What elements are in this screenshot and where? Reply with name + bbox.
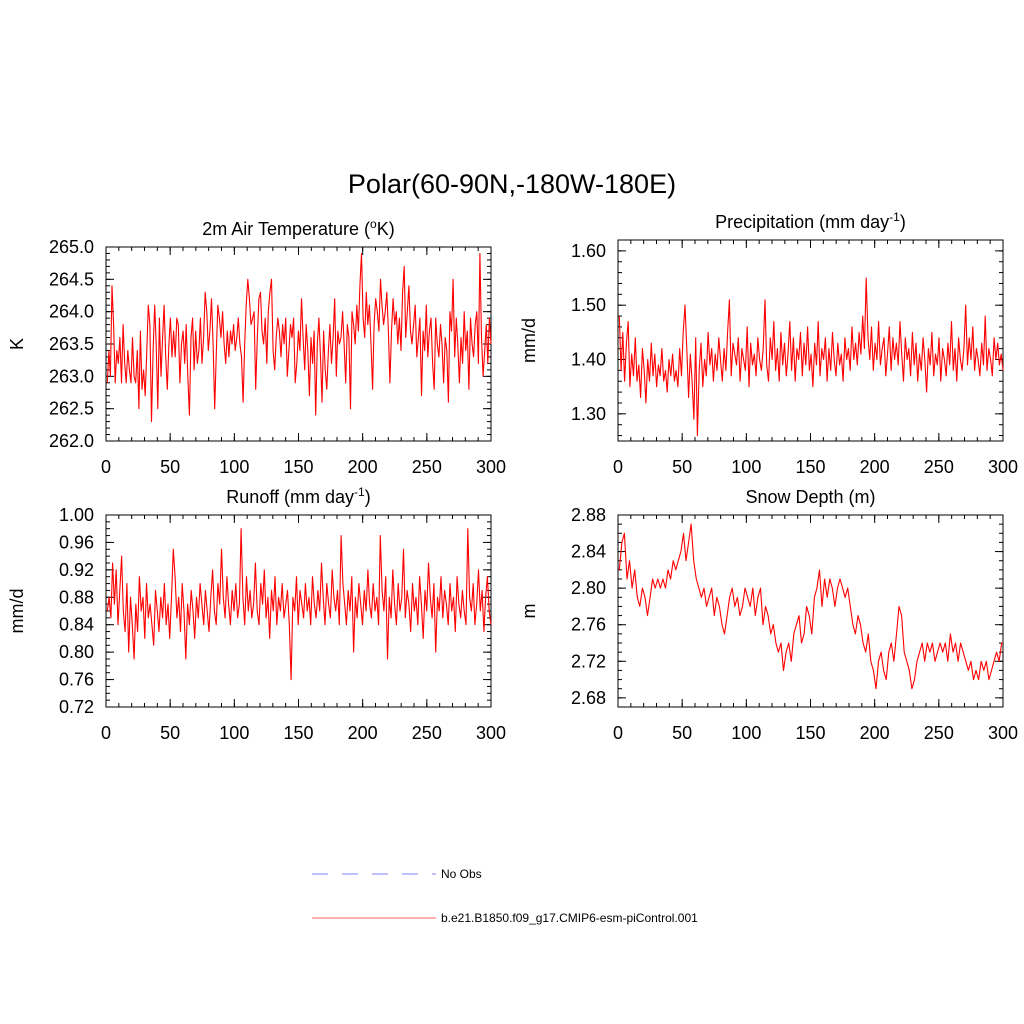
- panel-snow-depth: 2.68 2.72 2.76 2.80 2.84 2.88 0 50 100 150 200 250 3…: [519, 487, 1018, 743]
- x-tick-label: 250: [412, 457, 442, 477]
- y-axis-label-precipitation: mm/d: [519, 318, 539, 363]
- figure-title: Polar(60-90N,-180W-180E): [348, 169, 676, 199]
- x-tick-label: 300: [988, 457, 1018, 477]
- y-tick-label: 1.50: [571, 295, 606, 315]
- y-tick-label: 1.40: [571, 350, 606, 370]
- y-tick-label: 0.96: [59, 532, 94, 552]
- y-tick-label: 0.72: [59, 697, 94, 717]
- x-tick-label: 0: [613, 723, 623, 743]
- x-tick-label: 50: [672, 723, 692, 743]
- x-tick-label: 100: [219, 457, 249, 477]
- x-tick-label: 100: [731, 723, 761, 743]
- series-line-air-temperature: [106, 252, 492, 423]
- panel-title-runoff: Runoff (mm day-1): [226, 485, 370, 507]
- plot-frame-precipitation: [617, 239, 1004, 442]
- y-tick-label: 264.0: [49, 302, 94, 322]
- x-tick-label: 50: [672, 457, 692, 477]
- x-tick-label: 100: [219, 723, 249, 743]
- series-line-snow-depth: [618, 523, 1003, 690]
- series-line-runoff: [106, 528, 492, 681]
- x-tick-label: 0: [613, 457, 623, 477]
- x-tick-label: 250: [924, 457, 954, 477]
- y-tick-label: 1.00: [59, 505, 94, 525]
- legend-label-no-obs: No Obs: [441, 867, 482, 881]
- plot-frame-air-temperature: [105, 246, 492, 442]
- x-tick-label: 300: [988, 723, 1018, 743]
- x-tick-label: 150: [283, 723, 313, 743]
- x-tick-label: 0: [101, 457, 111, 477]
- y-tick-label: 2.84: [571, 542, 606, 562]
- series-line-precipitation: [618, 277, 1004, 437]
- y-tick-label: 263.0: [49, 366, 94, 386]
- x-tick-label: 150: [795, 723, 825, 743]
- y-tick-label: 264.5: [49, 269, 94, 289]
- y-tick-label: 262.0: [49, 431, 94, 451]
- x-tick-label: 150: [283, 457, 313, 477]
- y-tick-label: 2.88: [571, 505, 606, 525]
- x-tick-label: 250: [924, 723, 954, 743]
- plot-frame-snow-depth: [617, 514, 1004, 708]
- y-tick-label: 0.76: [59, 670, 94, 690]
- y-tick-label: 0.80: [59, 642, 94, 662]
- y-tick-label: 1.30: [571, 404, 606, 424]
- y-axis-label-runoff: mm/d: [7, 589, 27, 634]
- panel-title-air-temperature: 2m Air Temperature (oK): [202, 217, 394, 239]
- panels: 262.0 262.5 263.0 263.5 264.0 264.5 265.0 0 50 10…: [7, 210, 1018, 743]
- panel-air-temperature: 262.0 262.5 263.0 263.5 264.0 264.5 265.0 0 50 10…: [7, 217, 506, 477]
- x-tick-label: 50: [160, 723, 180, 743]
- y-tick-label: 262.5: [49, 399, 94, 419]
- y-tick-label: 2.68: [571, 688, 606, 708]
- y-tick-label: 2.76: [571, 615, 606, 635]
- y-tick-label: 2.72: [571, 651, 606, 671]
- y-axis-label-air-temperature: K: [7, 338, 27, 350]
- x-tick-label: 250: [412, 723, 442, 743]
- legend: No Obs b.e21.B1850.f09_g17.CMIP6-esm-piC…: [312, 867, 698, 925]
- y-tick-label: 0.88: [59, 587, 94, 607]
- x-tick-label: 300: [476, 457, 506, 477]
- y-tick-label: 263.5: [49, 334, 94, 354]
- x-tick-label: 50: [160, 457, 180, 477]
- x-tick-label: 200: [348, 457, 378, 477]
- panel-title-precipitation: Precipitation (mm day-1): [715, 210, 906, 232]
- y-tick-label: 2.80: [571, 578, 606, 598]
- y-axis-label-snow-depth: m: [519, 604, 539, 619]
- panel-title-snow-depth: Snow Depth (m): [745, 487, 875, 507]
- x-tick-label: 200: [860, 723, 890, 743]
- x-tick-label: 300: [476, 723, 506, 743]
- y-tick-label: 265.0: [49, 237, 94, 257]
- x-tick-label: 150: [795, 457, 825, 477]
- x-tick-label: 200: [860, 457, 890, 477]
- y-tick-label: 0.92: [59, 560, 94, 580]
- panel-runoff: 0.72 0.76 0.80 0.84 0.88 0.92 0.96 1.00 0 50 100 15…: [7, 485, 506, 743]
- x-tick-label: 0: [101, 723, 111, 743]
- x-tick-label: 100: [731, 457, 761, 477]
- legend-label-model: b.e21.B1850.f09_g17.CMIP6-esm-piControl.…: [441, 911, 698, 925]
- panel-precipitation: 1.30 1.40 1.50 1.60 0 50 100 150 200 250 300 Precip…: [519, 210, 1018, 477]
- y-tick-label: 0.84: [59, 615, 94, 635]
- x-tick-label: 200: [348, 723, 378, 743]
- y-tick-label: 1.60: [571, 241, 606, 261]
